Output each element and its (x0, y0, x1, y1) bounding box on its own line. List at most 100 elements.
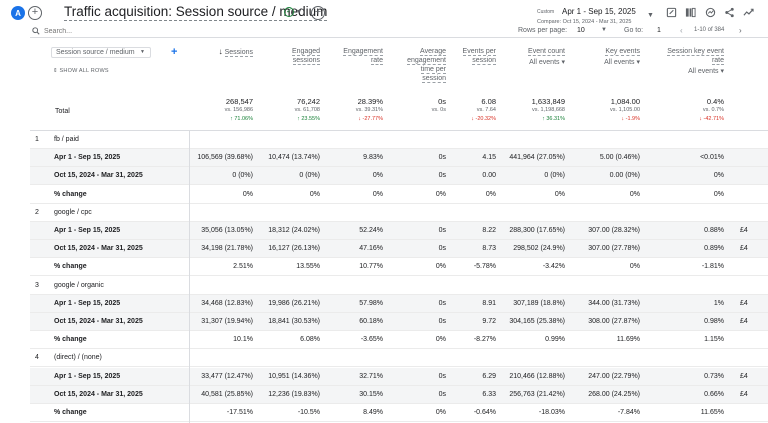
table-cell: 106,569 (39.68%) (197, 154, 253, 162)
rows-chevron-down-icon[interactable]: ▼ (601, 27, 607, 33)
overflow-cell: £4 (740, 318, 748, 325)
table-cell: 13.55% (296, 263, 320, 271)
event-filter-select[interactable]: All events ▾ (529, 59, 565, 66)
table-cell: 0% (629, 190, 640, 198)
table-cell: 10,951 (14.36%) (268, 372, 320, 380)
table-cell: 0% (554, 190, 565, 198)
table-cell: 4.15 (482, 154, 496, 162)
add-dimension-button[interactable]: + (171, 46, 178, 58)
dimension-select[interactable]: Session source / medium ▼ (51, 47, 151, 58)
show-all-label: SHOW ALL ROWS (59, 68, 109, 74)
date-chevron-down-icon[interactable]: ▼ (647, 12, 654, 19)
table-row: Apr 1 - Sep 15, 2025 35,056 (13.05%) 18,31… (30, 222, 768, 240)
total-cell: 0s vs. 0s (376, 97, 446, 115)
date-range-picker[interactable]: Apr 1 - Sep 15, 2025 (562, 7, 636, 16)
column-label: Event count (528, 48, 565, 56)
column-header-events-per-session[interactable]: Events per session (462, 47, 496, 65)
column-header-engaged-sessions[interactable]: Engaged sessions (272, 47, 320, 65)
overflow-cell: £4 (740, 299, 748, 307)
group-row[interactable]: 1 fb / paid (30, 131, 768, 149)
chevron-down-icon[interactable]: ▾ (297, 7, 302, 16)
sort-down-icon: ↓ (218, 47, 223, 56)
show-all-rows-button[interactable]: ⇕ SHOW ALL ROWS (53, 68, 109, 74)
table-cell: 60.18% (359, 318, 383, 325)
total-value: 1,084.00 (610, 97, 640, 106)
key-event-filter-select[interactable]: All events ▾ (604, 59, 640, 66)
table-row: % change 0% 0% 0% 0% 0% 0% 0% 0% (30, 186, 768, 204)
total-cell: 1,633,849 vs. 1,198,668 ↑ 36.31% (495, 97, 565, 124)
table-cell: 0s (438, 390, 446, 398)
table-cell: 268.00 (24.25%) (588, 390, 640, 398)
total-compare: vs. 0s (431, 107, 446, 113)
column-header-session-key-event-rate[interactable]: Session key event rate All events ▾ (664, 47, 724, 76)
total-cell: 76,242 vs. 61,708 ↑ 23.55% (250, 97, 320, 124)
table-cell: 0.98% (704, 318, 724, 325)
table-cell: 304,165 (25.38%) (509, 318, 565, 325)
comparison-avatar[interactable]: A (11, 6, 25, 20)
table-row: % change 10.1% 6.08% -3.65% 0% -8.27% 0.99% 11.… (30, 331, 768, 350)
column-label: Session key event rate (667, 48, 724, 65)
column-header-sessions[interactable]: ↓ Sessions (205, 47, 253, 57)
table-cell: 1.15% (704, 336, 724, 344)
next-page-icon[interactable]: › (739, 26, 742, 35)
rate-filter-select[interactable]: All events ▾ (688, 68, 724, 75)
total-compare: vs. 1,198,668 (531, 107, 565, 113)
table-cell: 0.89% (704, 245, 724, 253)
total-cell: 28.39% vs. 39.31% ↓ -27.77% (313, 97, 383, 124)
table-cell: 11.65% (700, 409, 724, 416)
column-label: Engagement rate (343, 48, 383, 65)
table-cell: 288,300 (17.65%) (509, 227, 565, 234)
column-label: Average engagement time per session (407, 48, 446, 83)
table-cell: 8.91 (482, 299, 496, 307)
total-compare: vs. 0.7% (702, 107, 724, 113)
group-row[interactable]: 4 (direct) / (none) (30, 349, 768, 368)
table-cell: -18.03% (538, 409, 565, 416)
table-cell: -7.84% (617, 409, 640, 416)
goto-input[interactable]: 1 (657, 27, 661, 34)
overflow-cell: £4 (740, 227, 748, 234)
edit-report-icon[interactable] (666, 7, 677, 18)
row-index: 3 (35, 281, 39, 289)
dimension-chevron-icon: ▼ (140, 49, 145, 55)
row-label: % change (54, 409, 87, 416)
add-comparison-button[interactable]: + (28, 6, 42, 20)
table-cell: 32.71% (359, 372, 383, 380)
rows-per-page-select[interactable]: 10 (577, 27, 585, 34)
row-label: Oct 15, 2024 - Mar 31, 2025 (54, 318, 143, 325)
row-label: Oct 15, 2024 - Mar 31, 2025 (54, 390, 143, 398)
prev-page-icon[interactable]: ‹ (680, 26, 683, 35)
column-header-avg-engagement-time[interactable]: Average engagement time per session (402, 47, 446, 83)
trend-icon[interactable] (743, 7, 754, 18)
insights-icon[interactable] (705, 7, 716, 18)
compare-columns-icon[interactable] (685, 7, 696, 18)
total-compare: vs. 39.31% (355, 107, 383, 113)
table-cell: 0% (309, 190, 320, 198)
group-row[interactable]: 2 google / cpc (30, 203, 768, 222)
table-cell: 0.00 (482, 172, 496, 180)
total-change: ↑ 71.06% (230, 116, 253, 122)
search-input[interactable] (44, 27, 194, 35)
group-name: google / organic (54, 281, 104, 289)
table-cell: 247.00 (22.79%) (588, 372, 640, 380)
group-row[interactable]: 3 google / organic (30, 276, 768, 295)
add-title-button[interactable]: + (311, 6, 325, 20)
table-header: Session source / medium ▼ + ⇕ SHOW ALL R… (0, 38, 768, 130)
column-header-event-count[interactable]: Event count All events ▾ (510, 47, 565, 67)
table-cell: -0.64% (473, 409, 496, 416)
table-cell: 298,502 (24.9%) (513, 245, 565, 253)
column-header-key-events[interactable]: Key events All events ▾ (585, 47, 640, 67)
column-header-engagement-rate[interactable]: Engagement rate (331, 47, 383, 65)
total-compare: vs. 61,708 (294, 107, 320, 113)
top-bar: A + Traffic acquisition: Session source … (0, 0, 768, 28)
date-custom-label: Custom (537, 9, 555, 15)
page-title: Traffic acquisition: Session source / me… (64, 4, 328, 21)
row-label: % change (54, 190, 87, 198)
table-cell: 0% (372, 172, 383, 180)
total-label: Total (55, 108, 70, 115)
table-cell: 6.33 (482, 390, 496, 398)
row-label: % change (54, 263, 87, 271)
share-icon[interactable] (724, 7, 735, 18)
row-label: Oct 15, 2024 - Mar 31, 2025 (54, 245, 143, 253)
row-index: 2 (35, 208, 39, 216)
column-label: Key events (605, 48, 640, 56)
